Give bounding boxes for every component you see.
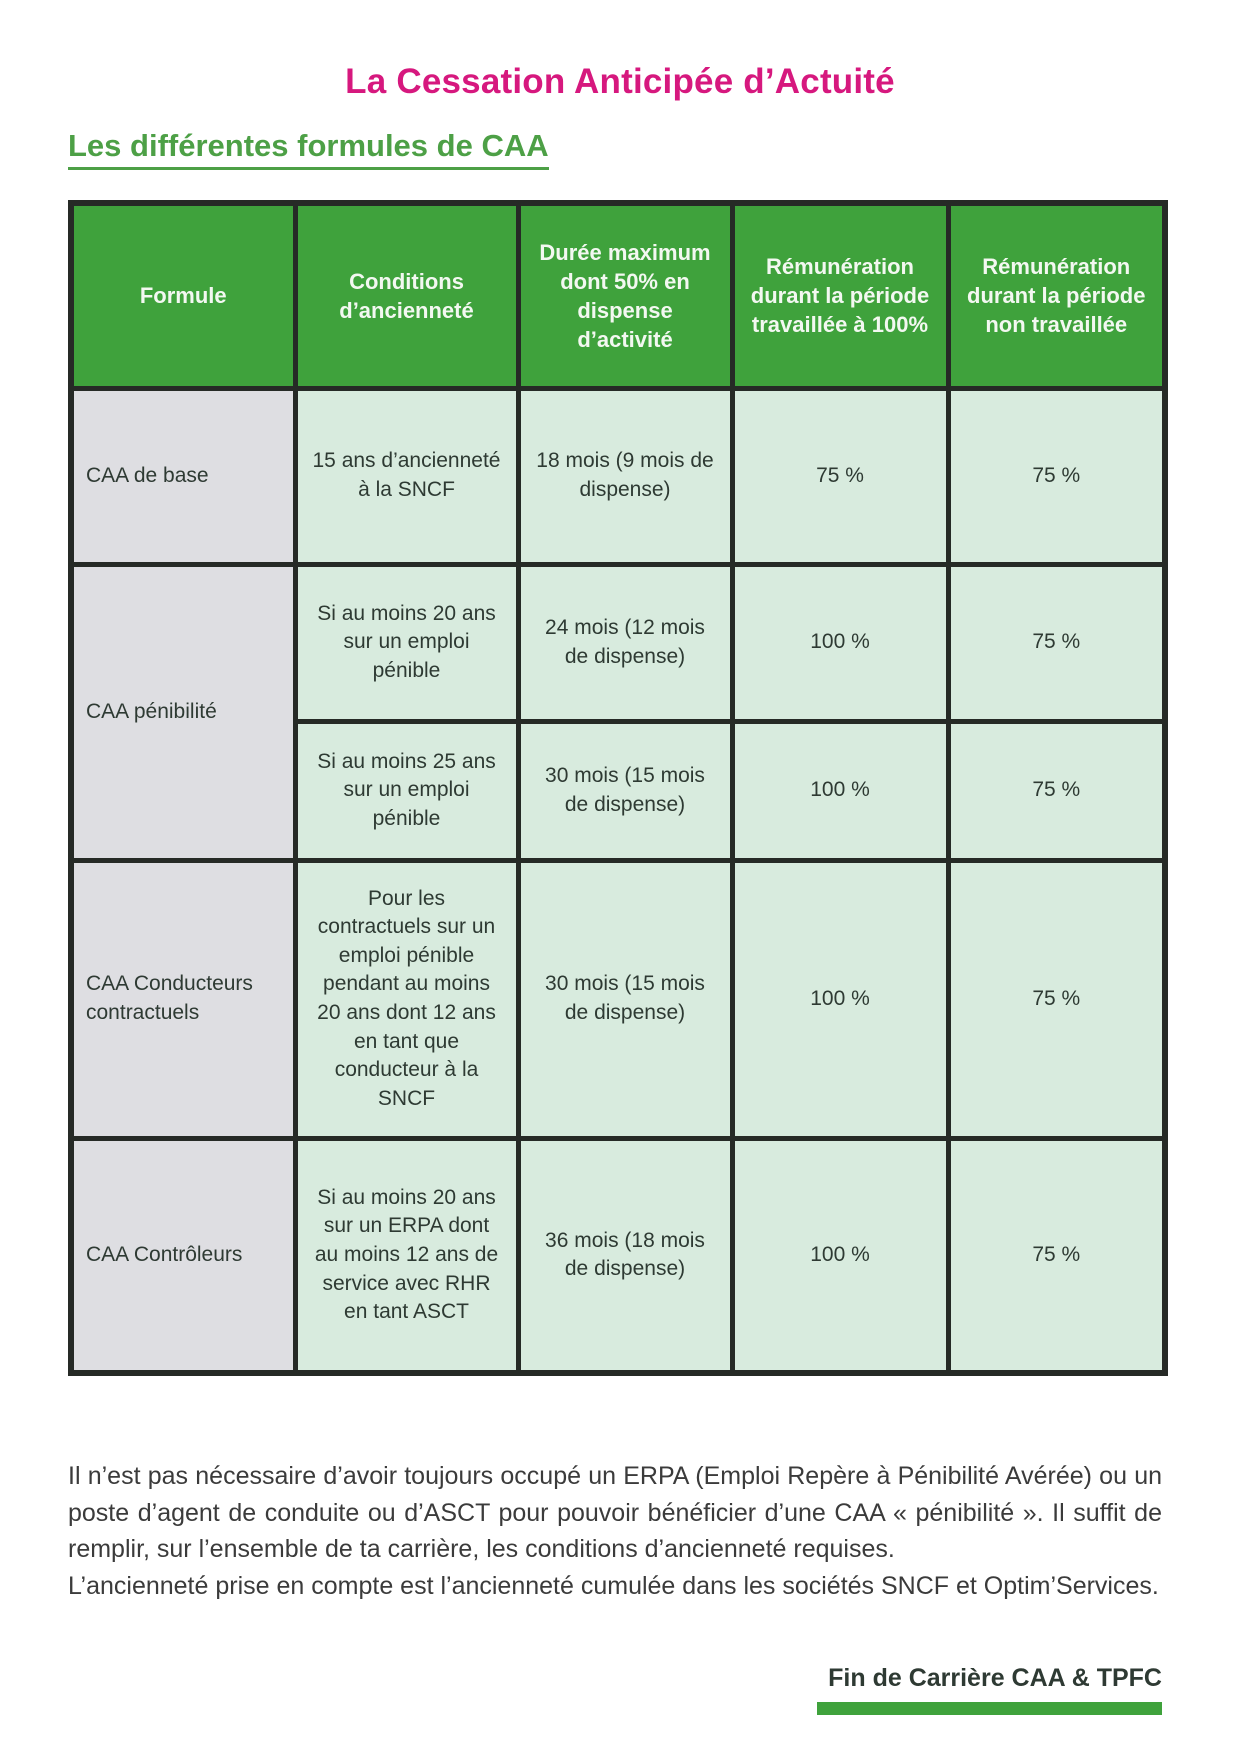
cell-rem-non-travaillee: 75 %: [945, 718, 1168, 863]
cell-conditions: Pour les contractuels sur un emploi péni…: [292, 857, 521, 1141]
paragraph-anciennete-note: L’ancienneté prise en compte est l’ancie…: [68, 1571, 1159, 1600]
cell-rem-non-travaillee: 75 %: [945, 1135, 1168, 1376]
header-formule: Formule: [68, 200, 298, 391]
cell-rem-non-travaillee: 75 %: [945, 385, 1168, 567]
caa-formulas-table: Formule Conditions d’ancienneté Durée ma…: [68, 200, 1168, 1376]
header-conditions: Conditions d’ancienneté: [292, 200, 521, 391]
table-row: CAA Contrôleurs Si au moins 20 ans sur u…: [68, 1135, 1168, 1376]
header-rem-travaillee: Rémunération durant la période travaillé…: [729, 200, 951, 391]
cell-duree: 36 mois (18 mois de dispense): [515, 1135, 735, 1376]
footer-label: Fin de Carrière CAA & TPFC: [828, 1664, 1162, 1692]
cell-rem-travaillee: 75 %: [729, 385, 951, 567]
paragraph-erpa-note: Il n’est pas nécessaire d’avoir toujours…: [68, 1462, 1162, 1563]
cell-conditions: Si au moins 20 ans sur un ERPA dont au m…: [292, 1135, 521, 1376]
cell-formule: CAA Conducteurs contractuels: [68, 857, 298, 1141]
cell-conditions: 15 ans d’ancienneté à la SNCF: [292, 385, 521, 567]
cell-rem-travaillee: 100 %: [729, 1135, 951, 1376]
cell-formule: CAA Contrôleurs: [68, 1135, 298, 1376]
header-duree: Durée maximum dont 50% en dispense d’act…: [515, 200, 735, 391]
body-text: Il n’est pas nécessaire d’avoir toujours…: [68, 1458, 1162, 1604]
header-rem-non-travaillee: Rémunération durant la période non trava…: [945, 200, 1168, 391]
table-header-row: Formule Conditions d’ancienneté Durée ma…: [68, 200, 1168, 391]
footer-green-bar: [817, 1702, 1162, 1715]
cell-rem-travaillee: 100 %: [729, 718, 951, 863]
cell-rem-travaillee: 100 %: [729, 857, 951, 1141]
cell-conditions: Si au moins 25 ans sur un emploi pénible: [292, 718, 521, 863]
cell-rem-non-travaillee: 75 %: [945, 561, 1168, 724]
cell-duree: 24 mois (12 mois de dispense): [515, 561, 735, 724]
table-row: CAA de base 15 ans d’ancienneté à la SNC…: [68, 385, 1168, 567]
cell-duree: 30 mois (15 mois de dispense): [515, 718, 735, 863]
cell-duree: 18 mois (9 mois de dispense): [515, 385, 735, 567]
table-row: CAA pénibilité Si au moins 20 ans sur un…: [68, 561, 1168, 863]
table-row: CAA Conducteurs contractuels Pour les co…: [68, 857, 1168, 1141]
section-heading-wrap: Les différentes formules de CAA: [68, 128, 1240, 170]
page-title: La Cessation Anticipée d’Actuité: [345, 62, 895, 101]
cell-conditions: Si au moins 20 ans sur un emploi pénible: [292, 561, 521, 724]
page-footer: Fin de Carrière CAA & TPFC: [817, 1664, 1162, 1715]
section-heading: Les différentes formules de CAA: [68, 128, 549, 170]
cell-rem-non-travaillee: 75 %: [945, 857, 1168, 1141]
cell-rem-travaillee: 100 %: [729, 561, 951, 724]
cell-duree: 30 mois (15 mois de dispense): [515, 857, 735, 1141]
cell-formule: CAA pénibilité: [68, 561, 298, 863]
cell-formule: CAA de base: [68, 385, 298, 567]
table-row: Si au moins 25 ans sur un emploi pénible…: [71, 718, 1168, 863]
